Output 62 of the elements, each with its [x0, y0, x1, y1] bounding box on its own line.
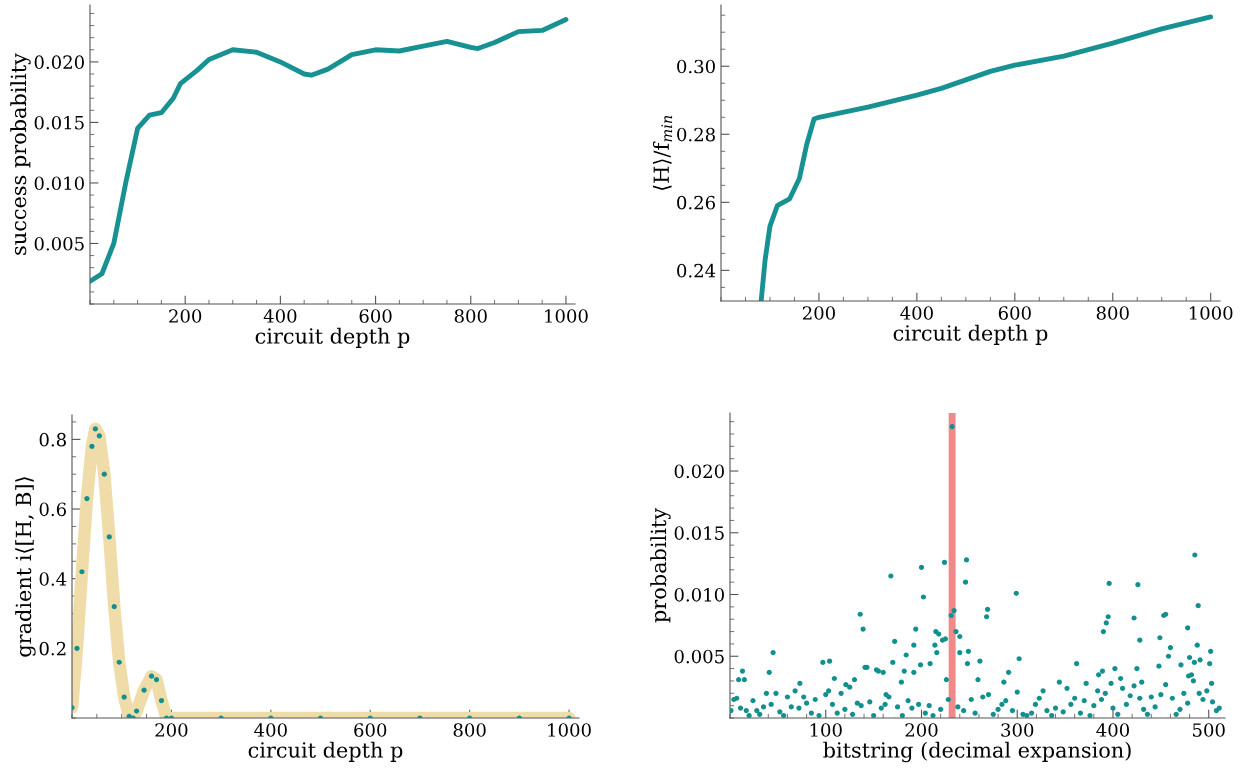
y-tick-label: 0.020	[674, 464, 724, 479]
x-tick-label: 1000	[1189, 306, 1233, 320]
y-tick-label: 0.6	[39, 502, 66, 517]
x-tick-label: 800	[453, 723, 486, 737]
x-tick-label: 200	[905, 723, 938, 737]
y-tick-label: 0.010	[34, 176, 84, 191]
point	[158, 697, 165, 704]
x-tick-label: 800	[454, 309, 487, 323]
x-tick-label: 200	[169, 309, 202, 323]
x-tick-label: 400	[254, 723, 287, 737]
x-tick-label: 200	[802, 306, 835, 320]
point	[111, 603, 117, 610]
y-tick-label: 0.24	[677, 263, 716, 278]
y-tick-label: 0.005	[674, 649, 724, 664]
point	[148, 673, 155, 679]
point	[134, 708, 140, 714]
y-tick-label: 0.30	[677, 59, 715, 74]
y-tick-label: 0.005	[34, 236, 84, 251]
x-axis-title: circuit depth p	[255, 327, 410, 348]
x-tick-label: 600	[354, 723, 387, 737]
x-axis-title: circuit depth p	[893, 324, 1048, 345]
line-series	[758, 14, 1214, 301]
y-tick-label: 0.015	[674, 526, 724, 540]
y-tick-label: 0.015	[34, 115, 84, 130]
point	[153, 677, 160, 683]
x-tick-label: 400	[1096, 723, 1130, 737]
x-tick-label: 300	[1001, 723, 1034, 737]
x-tick-label: 500	[1193, 723, 1225, 737]
x-tick-label: 800	[1096, 306, 1129, 320]
y-tick-label: 0.2	[39, 641, 66, 656]
x-tick-label: 400	[263, 309, 297, 323]
x-tick-label: 1000	[545, 309, 588, 323]
y-axis-title: ⟨H⟩/f$_{min}$	[652, 115, 673, 191]
point	[126, 713, 132, 718]
point	[141, 687, 147, 693]
y-axis-title: success probability	[10, 53, 31, 255]
x-tick-label: 600	[998, 306, 1031, 320]
point	[92, 426, 98, 432]
point	[96, 433, 102, 439]
point	[121, 694, 127, 700]
x-tick-label: 100	[810, 723, 842, 737]
point	[89, 443, 95, 449]
y-tick-label: 0.8	[39, 432, 66, 447]
x-axis-title: circuit depth p	[248, 741, 403, 762]
y-axis-title: gradient i⟨[H, B]⟩	[15, 477, 36, 657]
x-tick-label: 600	[359, 309, 392, 323]
y-tick-label: 0.26	[677, 195, 715, 210]
point	[101, 471, 107, 477]
x-axis-title: bitstring (decimal expansion)	[823, 741, 1131, 763]
x-tick-label: 400	[900, 306, 933, 320]
y-axis-title: probability	[650, 508, 671, 623]
y-tick-label: 0.28	[677, 127, 715, 142]
x-tick-label: 1000	[548, 723, 591, 737]
y-tick-label: 0.010	[674, 587, 724, 602]
line-series	[90, 17, 569, 284]
point	[79, 569, 85, 575]
x-tick-label: 200	[155, 723, 188, 737]
point	[106, 534, 112, 540]
y-tick-label: 0.020	[34, 55, 84, 70]
point	[84, 495, 90, 502]
point	[116, 659, 122, 665]
y-tick-label: 0.4	[39, 572, 67, 586]
